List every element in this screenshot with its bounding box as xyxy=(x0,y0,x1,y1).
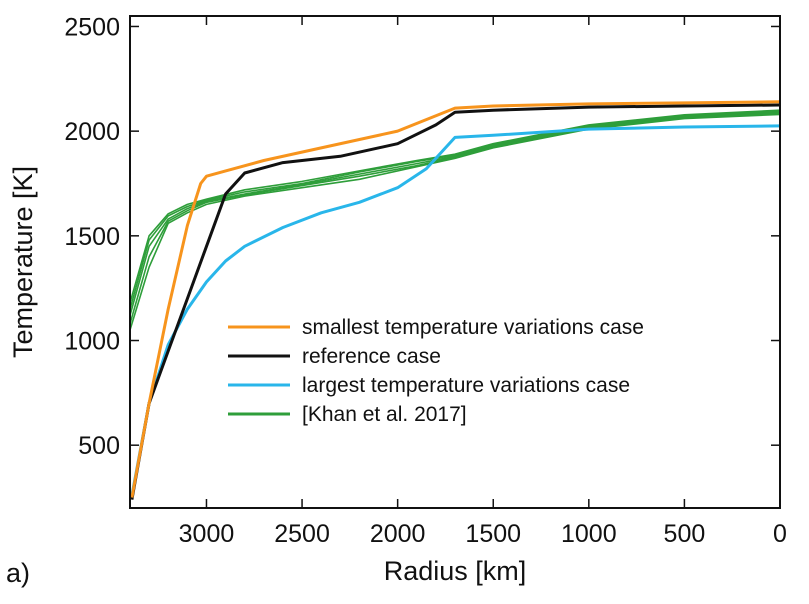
plot-frame xyxy=(129,15,781,509)
x-axis-label: Radius [km] xyxy=(384,556,527,586)
x-tick-label: 0 xyxy=(773,520,787,548)
series-line-khan-member xyxy=(129,109,781,304)
y-axis-label: Temperature [K] xyxy=(8,166,38,358)
series-line-0 xyxy=(130,100,781,498)
axis-ticks xyxy=(130,16,781,508)
y-tick-label: 1000 xyxy=(64,328,120,356)
plot-lines xyxy=(129,100,781,500)
series-line-khan-member xyxy=(129,113,781,331)
series-line-khan-member xyxy=(129,112,781,325)
legend: smallest temperature variations case refe… xyxy=(228,316,644,426)
x-tick-label: 2500 xyxy=(274,520,330,548)
series-line-2 xyxy=(130,124,781,496)
series-line-khan-member xyxy=(129,110,781,310)
series-line-khan-member xyxy=(129,111,781,316)
x-tick-label: 3000 xyxy=(179,520,235,548)
legend-label: smallest temperature variations case xyxy=(302,316,644,339)
x-tick-label: 1000 xyxy=(561,520,617,548)
y-tick-label: 1500 xyxy=(64,223,120,251)
x-tick-label: 2000 xyxy=(370,520,426,548)
series-line-1 xyxy=(130,103,781,500)
legend-label: largest temperature variations case xyxy=(302,374,630,397)
legend-label: reference case xyxy=(302,345,441,368)
y-tick-label: 2500 xyxy=(64,13,120,41)
legend-label: [Khan et al. 2017] xyxy=(302,403,467,426)
tick-labels: 3000 2500 2000 1500 1000 500 0 500 1000 1500 2000 2… xyxy=(64,13,787,548)
y-tick-label: 500 xyxy=(78,432,120,460)
y-tick-label: 2000 xyxy=(64,118,120,146)
panel-label: a) xyxy=(6,558,30,588)
x-tick-label: 500 xyxy=(664,520,706,548)
x-tick-label: 1500 xyxy=(465,520,521,548)
